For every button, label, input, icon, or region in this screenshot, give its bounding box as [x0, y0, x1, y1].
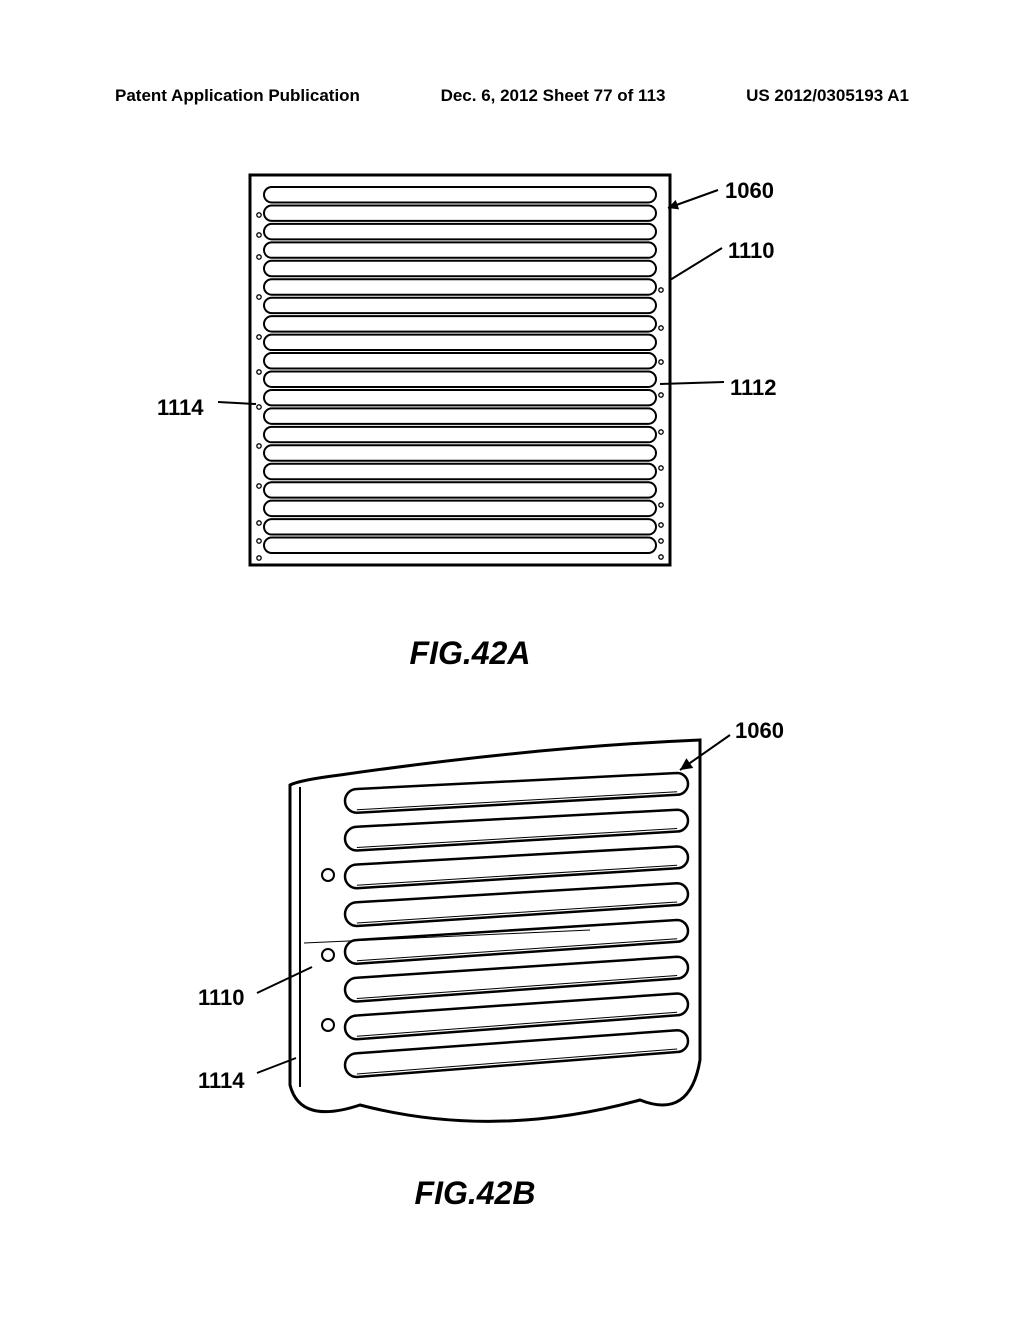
ref-1060-b: 1060	[735, 718, 784, 744]
figure-42b-drawing	[0, 0, 1024, 1320]
ref-1110-b: 1110	[198, 985, 245, 1011]
figure-42b-label: FIG.42B	[385, 1175, 565, 1212]
ref-1114-b: 1114	[198, 1068, 245, 1094]
